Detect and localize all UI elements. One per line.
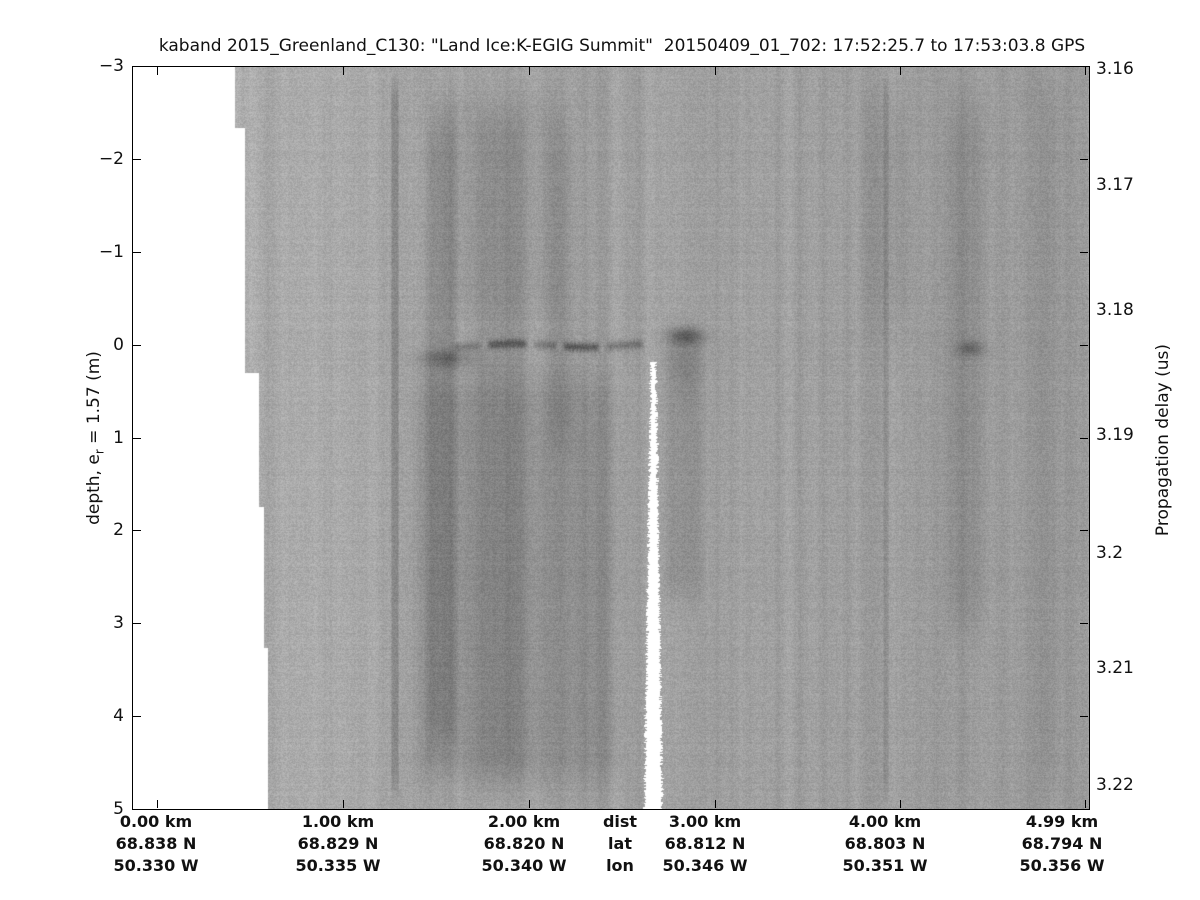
right-axis-mirror-tick <box>1080 251 1088 253</box>
bottom-axis-dist-label: 1.00 km <box>301 812 375 831</box>
left-tick-label: 3 <box>113 613 124 634</box>
right-axis-mirror-tick <box>1080 623 1088 625</box>
left-axis-tick <box>133 530 141 532</box>
right-tick-label: 3.16 <box>1096 58 1134 79</box>
bottom-axis-tick <box>156 800 158 808</box>
echogram-canvas <box>132 66 1089 809</box>
right-tick-label: 3.21 <box>1096 657 1134 678</box>
right-axis-mirror-tick <box>1080 158 1088 160</box>
bottom-axis-lon-label: 50.335 W <box>295 856 381 875</box>
left-tick-label: −1 <box>98 241 124 262</box>
top-axis-tick <box>529 67 531 75</box>
bottom-axis-lon-label: 50.351 W <box>842 856 928 875</box>
bottom-axis-header-lat: lat <box>608 834 632 853</box>
bottom-axis-tick <box>714 800 716 808</box>
right-tick-label: 3.22 <box>1096 775 1134 796</box>
bottom-axis-header-dist: dist <box>602 812 638 831</box>
top-axis-tick <box>900 67 902 75</box>
bottom-axis-lat-label: 68.794 N <box>1021 834 1103 853</box>
bottom-axis-lon-label: 50.346 W <box>662 856 748 875</box>
left-axis-tick <box>133 437 141 439</box>
left-axis-tick <box>133 344 141 346</box>
right-axis-mirror-tick <box>1080 344 1088 346</box>
left-tick-label: 0 <box>113 334 124 355</box>
top-axis-tick <box>342 67 344 75</box>
bottom-axis-header-lon: lon <box>606 856 634 875</box>
bottom-axis-tick <box>529 800 531 808</box>
bottom-axis-lon-label: 50.330 W <box>113 856 199 875</box>
left-tick-label: 5 <box>113 799 124 819</box>
right-tick-label: 3.19 <box>1096 425 1134 446</box>
bottom-axis-tick <box>900 800 902 808</box>
left-axis-tick <box>133 716 141 718</box>
bottom-axis-lat-label: 68.803 N <box>844 834 926 853</box>
bottom-axis-tick <box>342 800 344 808</box>
top-axis-tick <box>714 67 716 75</box>
bottom-axis-dist-label: 2.00 km <box>487 812 561 831</box>
left-axis-label-text: depth, e <box>84 454 104 525</box>
left-axis-tick <box>133 158 141 160</box>
bottom-axis-dist-label: 0.00 km <box>119 812 193 831</box>
bottom-axis-dist-label: 4.99 km <box>1025 812 1099 831</box>
left-axis-label-subscript: r <box>92 449 107 455</box>
right-axis-mirror-tick <box>1080 716 1088 718</box>
right-axis-mirror-tick <box>1080 437 1088 439</box>
figure-title: kaband 2015_Greenland_C130: "Land Ice:K-… <box>158 36 1086 56</box>
bottom-axis-lat-label: 68.812 N <box>664 834 746 853</box>
bottom-axis-tick <box>1085 800 1087 808</box>
left-axis-tick <box>133 623 141 625</box>
right-tick-label: 3.17 <box>1096 174 1134 195</box>
right-tick-label: 3.2 <box>1096 542 1124 563</box>
left-tick-label: −3 <box>98 56 124 76</box>
bottom-axis-lat-label: 68.820 N <box>483 834 565 853</box>
left-tick-label: 4 <box>113 706 124 727</box>
left-tick-label: −2 <box>98 148 124 169</box>
bottom-axis-lon-label: 50.356 W <box>1019 856 1105 875</box>
top-axis-tick <box>156 67 158 75</box>
bottom-axis-lat-label: 68.838 N <box>115 834 197 853</box>
top-axis-tick <box>1085 67 1087 75</box>
right-tick-label: 3.18 <box>1096 299 1134 320</box>
bottom-axis-dist-label: 4.00 km <box>848 812 922 831</box>
bottom-axis-lat-label: 68.829 N <box>297 834 379 853</box>
left-tick-label: 1 <box>113 427 124 448</box>
left-tick-label: 2 <box>113 520 124 541</box>
bottom-axis-dist-label: 3.00 km <box>668 812 742 831</box>
right-axis-mirror-tick <box>1080 530 1088 532</box>
left-axis-tick <box>133 251 141 253</box>
bottom-axis-lon-label: 50.340 W <box>481 856 567 875</box>
